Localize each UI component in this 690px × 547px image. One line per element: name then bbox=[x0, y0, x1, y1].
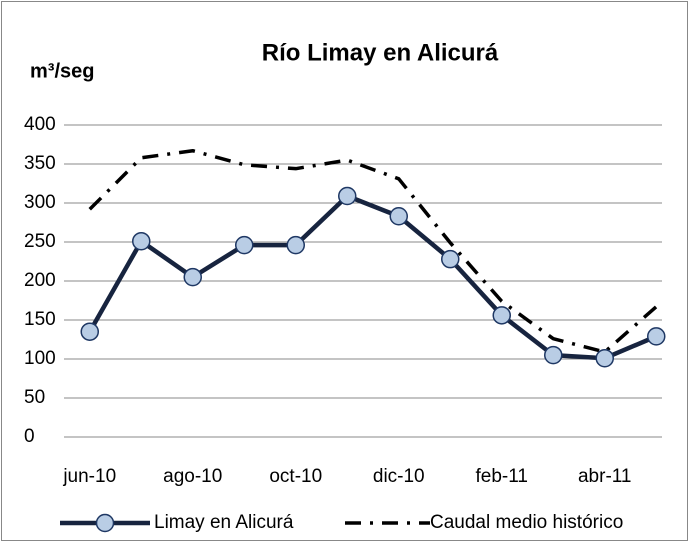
data-point bbox=[80, 322, 99, 341]
data-point bbox=[132, 231, 151, 251]
data-point bbox=[544, 345, 563, 365]
x-tick-label: dic-10 bbox=[373, 466, 425, 487]
legend-marker bbox=[95, 513, 115, 533]
legend-label: Caudal medio histórico bbox=[430, 512, 623, 533]
chart-title: Río Limay en Alicurá bbox=[262, 39, 499, 66]
x-tick-label: ago-10 bbox=[163, 466, 222, 487]
y-tick-label: 400 bbox=[24, 114, 56, 135]
data-point bbox=[286, 235, 305, 255]
data-point bbox=[492, 306, 511, 325]
legend-label: Limay en Alicurá bbox=[154, 512, 294, 533]
y-axis-label: m³/seg bbox=[30, 60, 94, 82]
x-tick-label: feb-11 bbox=[476, 466, 528, 487]
y-tick-label: 150 bbox=[24, 309, 56, 330]
data-point bbox=[338, 186, 357, 206]
data-point bbox=[235, 235, 254, 255]
data-point bbox=[183, 267, 202, 287]
x-tick-label: jun-10 bbox=[62, 466, 116, 487]
data-point bbox=[647, 327, 666, 346]
y-tick-label: 50 bbox=[24, 387, 45, 408]
data-point bbox=[595, 348, 614, 368]
y-tick-label: 350 bbox=[24, 153, 56, 174]
y-tick-label: 250 bbox=[24, 231, 56, 252]
data-point bbox=[441, 249, 460, 269]
y-tick-label: 100 bbox=[24, 348, 56, 369]
y-tick-label: 200 bbox=[24, 270, 56, 291]
x-tick-label: abr-11 bbox=[578, 466, 632, 487]
y-tick-label: 0 bbox=[24, 426, 35, 447]
y-tick-label: 300 bbox=[24, 192, 56, 213]
series-line bbox=[88, 148, 658, 354]
data-point bbox=[389, 207, 408, 226]
x-tick-label: oct-10 bbox=[269, 466, 322, 487]
